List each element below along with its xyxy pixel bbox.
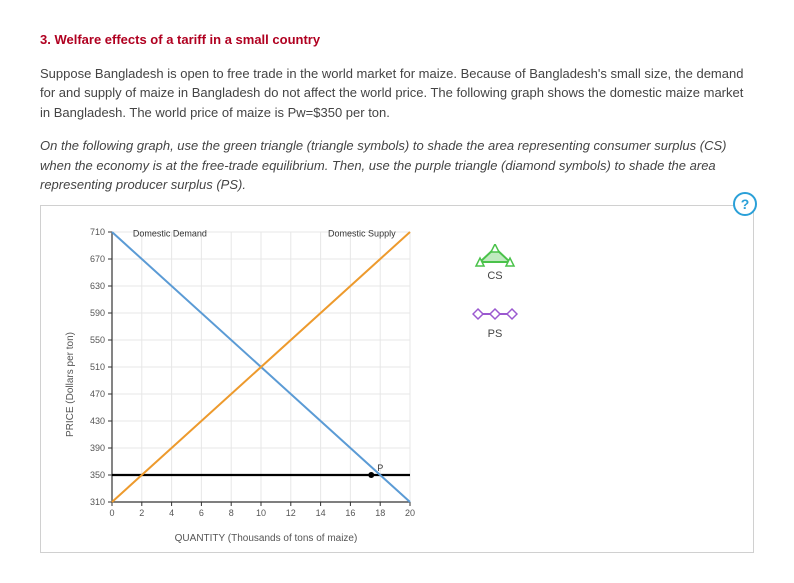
- chart-svg[interactable]: 0 2 4 6 8 10 12 14 16 18 20 310 350 390 430 470 510 550 59…: [78, 224, 418, 524]
- legend-ps-label: PS: [488, 326, 503, 343]
- plot-area: PRICE (Dollars per ton) 0 2 4 6 8 10 12 14 16 18 2…: [59, 224, 448, 547]
- legend-cs-tool[interactable]: CS: [472, 244, 518, 285]
- svg-text:Domestic Demand: Domestic Demand: [133, 228, 207, 238]
- triangle-icon: [472, 244, 518, 268]
- svg-text:350: 350: [90, 470, 105, 480]
- legend-ps-tool[interactable]: PS: [472, 302, 518, 343]
- question-paragraph: Suppose Bangladesh is open to free trade…: [40, 64, 754, 123]
- legend-cs-label: CS: [487, 268, 502, 285]
- svg-text:310: 310: [90, 497, 105, 507]
- graph-container: ? PRICE (Dollars per ton) 02468101214161…: [40, 205, 754, 554]
- svg-text:Domestic Supply: Domestic Supply: [328, 228, 396, 238]
- svg-text:670: 670: [90, 254, 105, 264]
- svg-text:P: P: [377, 463, 383, 473]
- svg-text:510: 510: [90, 362, 105, 372]
- svg-text:10: 10: [256, 508, 266, 518]
- question-title: 3. Welfare effects of a tariff in a smal…: [40, 30, 754, 50]
- svg-text:590: 590: [90, 308, 105, 318]
- diamond-icon: [472, 302, 518, 326]
- question-instruction: On the following graph, use the green tr…: [40, 136, 754, 195]
- help-icon[interactable]: ?: [733, 192, 757, 216]
- svg-text:550: 550: [90, 335, 105, 345]
- svg-text:6: 6: [199, 508, 204, 518]
- svg-text:470: 470: [90, 389, 105, 399]
- svg-text:14: 14: [316, 508, 326, 518]
- svg-text:20: 20: [405, 508, 415, 518]
- svg-text:8: 8: [229, 508, 234, 518]
- svg-text:390: 390: [90, 443, 105, 453]
- svg-text:4: 4: [169, 508, 174, 518]
- svg-text:2: 2: [139, 508, 144, 518]
- x-axis-label: QUANTITY (Thousands of tons of maize): [114, 531, 418, 546]
- svg-text:16: 16: [345, 508, 355, 518]
- svg-text:0: 0: [109, 508, 114, 518]
- svg-text:710: 710: [90, 227, 105, 237]
- svg-text:630: 630: [90, 281, 105, 291]
- svg-text:430: 430: [90, 416, 105, 426]
- svg-text:12: 12: [286, 508, 296, 518]
- y-axis-label: PRICE (Dollars per ton): [59, 332, 78, 437]
- legend-palette: CS PS: [472, 224, 518, 343]
- svg-text:18: 18: [375, 508, 385, 518]
